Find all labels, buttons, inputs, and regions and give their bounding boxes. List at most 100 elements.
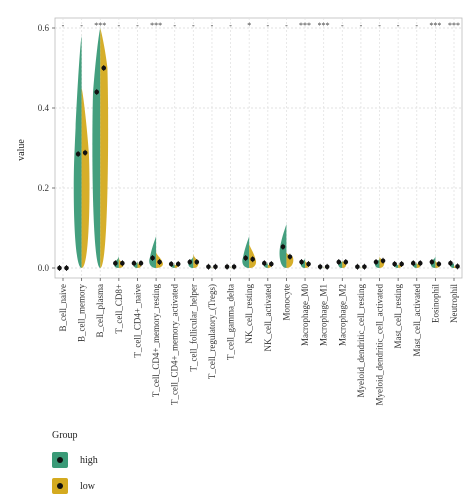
legend-title: Group [52,430,78,441]
x-tick-label-4: T_cell_CD4+_naive [132,284,142,358]
legend: Group high low [52,430,98,501]
point-high-10 [243,255,248,261]
x-tick-label-14: Macrophage_M1 [319,284,329,346]
significance-label-11: - [266,21,269,30]
x-tick-label-1: B_cell_memory [77,284,87,342]
y-tick-label: 0.4 [38,103,50,113]
x-tick-label-15: Macrophage_M2 [337,284,347,346]
point-low-9 [231,264,237,270]
y-tick-label: 0.0 [38,263,50,273]
x-tick-label-11: NK_cell_activated [263,284,273,352]
point-low-21 [455,264,460,269]
point-low-4 [138,260,144,266]
significance-label-9: - [229,21,232,30]
point-low-1 [82,150,88,156]
significance-label-18: - [397,21,400,30]
significance-label-19: - [415,21,418,30]
x-tick-label-13: Macrophage_M0 [300,284,310,346]
point-low-11 [269,261,274,267]
significance-label-15: - [341,21,344,30]
significance-label-2: *** [94,21,106,30]
point-low-13 [306,261,311,267]
x-tick-label-2: B_cell_plasma [95,284,105,338]
legend-key-high [52,452,68,468]
x-tick-label-16: Myeloid_dendritic_cell_resting [356,284,366,398]
legend-key-low [52,478,68,494]
violin-high-5 [149,236,157,268]
significance-label-14: *** [318,21,330,30]
point-high-19 [410,260,416,266]
point-high-17 [373,259,379,265]
violin-low-2 [100,28,109,268]
x-tick-label-20: Eosinophil [430,284,440,324]
point-low-10 [250,256,255,262]
point-high-4 [131,260,137,266]
significance-label-0: - [62,21,65,30]
x-tick-label-17: Myeloid_dendritic_cell_activated [375,284,385,406]
significance-label-13: *** [299,21,311,30]
legend-label-high: high [80,454,98,466]
point-high-11 [262,260,267,266]
point-low-16 [362,264,367,270]
point-low-17 [380,258,386,264]
x-tick-label-6: T_cell_CD4+_memory_activated [170,284,180,406]
point-low-20 [436,261,442,267]
significance-label-7: - [192,21,195,30]
significance-label-3: - [118,21,121,30]
point-low-3 [120,260,125,266]
violin-high-2 [92,28,101,268]
point-low-14 [324,264,330,270]
significance-label-5: *** [150,21,162,30]
violin-high-10 [242,236,250,268]
point-high-12 [280,244,286,250]
point-high-5 [150,255,155,261]
violin-low-10 [249,244,257,268]
x-tick-label-18: Mast_cell_resting [393,284,403,349]
point-high-7 [187,259,193,265]
point-high-9 [224,264,230,270]
significance-label-17: - [378,21,381,30]
significance-label-10: * [247,21,251,30]
x-tick-label-3: T_cell_CD8+ [114,284,124,334]
axes: 0.0 0.2 0.4 0.6 - B_cell_naive - B_cell_memory *… [38,21,460,405]
point-high-14 [317,264,323,270]
x-tick-label-9: T_cell_gamma_delta [226,284,236,360]
violin-low-1 [81,88,90,268]
significance-label-8: - [211,21,214,30]
point-high-21 [448,260,453,266]
significance-label-4: - [136,21,139,30]
point-low-19 [417,260,423,266]
point-high-0 [57,265,62,271]
point-low-8 [213,264,218,270]
point-high-16 [355,264,360,270]
significance-label-1: - [80,21,83,30]
legend-item-low: low [52,475,98,497]
x-tick-label-7: T_cell_follicular_helper [188,284,198,371]
significance-label-12: - [285,21,288,30]
point-low-7 [194,259,200,265]
grid-lines [54,17,463,279]
significance-label-16: - [360,21,363,30]
point-low-0 [64,265,69,271]
point-high-20 [429,259,435,265]
violins [57,28,460,271]
point-low-15 [343,259,349,265]
point-low-5 [157,259,162,265]
x-tick-label-19: Mast_cell_activated [412,284,422,357]
point-high-8 [206,264,211,270]
point-high-15 [336,259,342,265]
x-tick-label-5: T_cell_CD4+_memory_resting [151,284,161,398]
point-high-3 [113,260,118,266]
x-tick-label-0: B_cell_naive [58,284,68,331]
x-tick-label-8: T_cell_regulatory_(Tregs) [207,284,217,379]
y-tick-label: 0.2 [38,183,49,193]
significance-label-6: - [173,21,176,30]
point-high-1 [75,151,81,157]
x-tick-label-12: Monocyte [281,284,291,321]
legend-label-low: low [80,480,95,492]
point-high-6 [168,261,174,267]
point-high-18 [392,261,397,267]
x-tick-label-21: Neutrophil [449,284,459,323]
significance-label-21: *** [448,21,460,30]
